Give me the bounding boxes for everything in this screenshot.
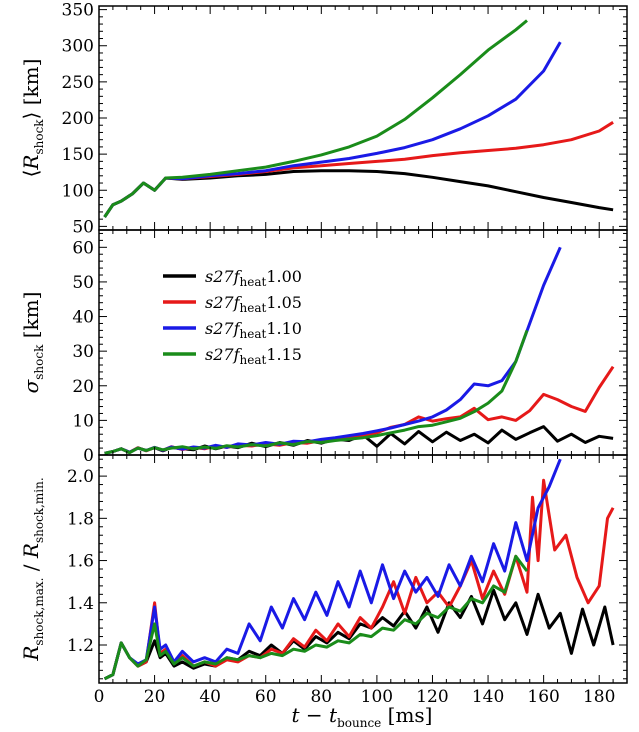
x-tick-label: 60 (255, 687, 277, 707)
y-tick-label: 300 (62, 37, 94, 57)
y-tick-label: 250 (62, 73, 94, 93)
panel-2: 0 10 20 30 40 50 60 (72, 229, 628, 466)
x-axis-label: t − tbounce [ms] (292, 703, 433, 730)
y-tick-label: 150 (62, 145, 94, 165)
x-tick-label: 140 (472, 687, 504, 707)
x-tick-label: 0 (94, 687, 105, 707)
x-tick-label: 20 (144, 687, 166, 707)
panel-1: 50 100 150 200 250 300 350 (62, 1, 628, 237)
legend-label-2: s27fheat1.05 (205, 293, 302, 315)
legend-label-3: s27fheat1.10 (205, 319, 302, 341)
y-tick-label: 10 (72, 411, 94, 431)
series-line-3 (103, 458, 562, 681)
y-tick-label: 100 (62, 181, 94, 201)
y-tick-label: 60 (72, 238, 94, 258)
y-tick-label: 1.2 (67, 636, 94, 656)
y-tick-label: 20 (72, 377, 94, 397)
series-line-2 (104, 365, 615, 455)
legend: s27fheat1.00 s27fheat1.05 s27fheat1.10 s27f… (163, 267, 302, 367)
plot-frame (98, 5, 628, 231)
y-tick-label: 50 (72, 217, 94, 237)
y-tick-label: 2.0 (67, 467, 94, 487)
legend-label-1: s27fheat1.00 (205, 267, 302, 289)
x-tick-label: 100 (361, 687, 393, 707)
series-line-3 (103, 41, 562, 218)
plot-frame (98, 229, 628, 456)
panel-3: 1.2 1.4 1.6 1.8 2.0 0 20 40 60 80 100 120 140 160 180 (67, 454, 628, 707)
x-tick-label: 120 (416, 687, 448, 707)
legend-label-4: s27fheat1.15 (205, 345, 302, 367)
y-tick-label: 30 (72, 342, 94, 362)
y-tick-label: 0 (83, 446, 94, 466)
y-tick-label: 350 (62, 1, 94, 21)
series-line-3 (104, 246, 562, 455)
series-line-4 (103, 554, 529, 681)
y-axis-label-top: ⟨Rshock⟩ [km] (19, 59, 46, 178)
x-tick-label: 160 (527, 687, 559, 707)
series-line-4 (103, 19, 528, 218)
y-tick-label: 40 (72, 308, 94, 328)
x-tick-label: 180 (583, 687, 615, 707)
y-tick-label: 1.4 (67, 594, 94, 614)
y-tick-label: 1.6 (67, 552, 94, 572)
series-line-4 (104, 329, 529, 455)
x-tick-label: 40 (199, 687, 221, 707)
y-tick-label: 200 (62, 109, 94, 129)
y-axis-label-middle: σshock [km] (19, 292, 46, 394)
y-tick-label: 50 (72, 273, 94, 293)
y-axis-label-bottom: Rshock,max. / Rshock,min. (19, 477, 46, 661)
x-tick-label: 80 (310, 687, 332, 707)
y-tick-label: 1.8 (67, 509, 94, 529)
